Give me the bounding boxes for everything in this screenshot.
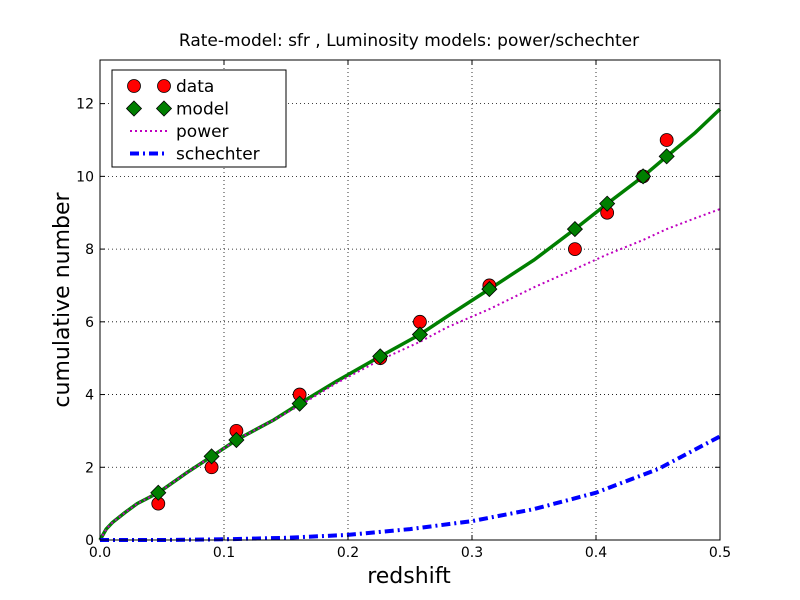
data-point [568,242,582,256]
grid [100,60,720,540]
x-tick-label: 0.0 [89,545,111,561]
legend-marker [125,100,143,117]
data-point [659,133,674,147]
model-line [98,107,722,541]
model-point [291,395,308,412]
model-point [228,431,245,449]
y-tick-label: 8 [85,242,94,258]
model-point [599,195,616,212]
y-tick-label: 12 [76,97,94,113]
y-tick-label: 6 [85,315,94,331]
model-point [150,484,167,501]
legend-label: model [176,100,229,120]
legend-marker [157,79,171,93]
model-point [203,448,220,465]
legend-label: schechter [176,145,260,165]
power-line [99,208,721,541]
legend-box [111,69,287,168]
x-axis-label: redshift [367,564,451,589]
x-tick-label: 0.1 [213,545,235,561]
plot-frame [99,59,721,541]
y-tick-label: 0 [85,533,94,549]
model-point [566,221,583,238]
schechter-line [100,434,721,542]
legend-marker [155,100,173,117]
x-tick-label: 0.5 [709,545,731,561]
model-point [635,168,652,185]
axis-ticks: 0.0 0.1 0.2 0.3 0.4 0.5 0 2 4 6 8 10 12 [76,60,731,561]
legend-entry-power: power [130,122,229,142]
model-point [658,148,675,165]
legend-label: power [176,122,229,142]
x-tick-label: 0.4 [585,545,607,561]
legend-entry-schechter: schechter [130,145,260,165]
data-point [413,314,427,329]
y-axis-label: cumulative number [50,191,75,407]
chart-title: Rate-model: sfr , Luminosity models: pow… [179,31,639,51]
legend-marker [127,79,141,93]
model-point [481,281,498,298]
plot-area [98,107,722,542]
legend-entry-data: data [127,77,214,97]
model-point [411,326,428,343]
x-tick-label: 0.2 [337,545,359,561]
legend-label: data [176,77,214,97]
y-tick-label: 10 [76,169,94,185]
model-point [372,348,389,365]
y-tick-label: 4 [85,388,94,404]
x-tick-label: 0.3 [461,545,483,561]
legend-entry-model: model [125,100,229,120]
y-tick-label: 2 [85,460,94,476]
